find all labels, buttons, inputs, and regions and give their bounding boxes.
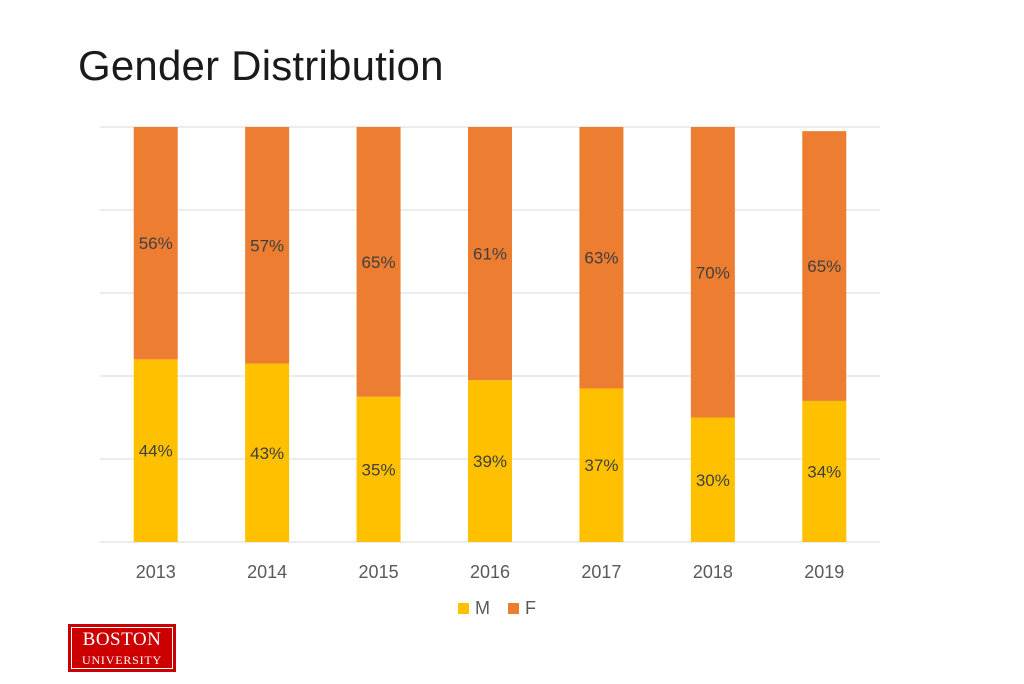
- x-tick-label: 2017: [581, 562, 621, 582]
- data-label: 63%: [584, 249, 618, 268]
- legend-label-m: M: [475, 598, 490, 618]
- x-axis-ticks: 2013 2014 2015 2016 2017 2018 2019: [136, 562, 845, 582]
- bars: [133, 127, 847, 542]
- bar-f-2018: [690, 127, 735, 418]
- bar-m-2019: [802, 400, 847, 542]
- data-label: 34%: [807, 462, 841, 481]
- bar-f-2019: [802, 131, 847, 401]
- bar-m-2015: [356, 396, 401, 542]
- logo-line-1: BOSTON: [82, 629, 162, 650]
- x-tick-label: 2014: [247, 562, 287, 582]
- data-label: 35%: [362, 460, 396, 479]
- x-tick-label: 2019: [804, 562, 844, 582]
- data-label: 61%: [473, 245, 507, 264]
- data-label: 39%: [473, 452, 507, 471]
- data-label: 43%: [250, 444, 284, 463]
- bar-f-2014: [245, 127, 290, 364]
- data-label: 57%: [250, 236, 284, 255]
- x-tick-label: 2018: [693, 562, 733, 582]
- legend-label-f: F: [525, 598, 536, 618]
- data-label: 44%: [139, 442, 173, 461]
- bar-m-2013: [133, 359, 178, 542]
- bar-f-2016: [468, 127, 512, 381]
- logo-line-2: UNIVERSITY: [82, 653, 162, 667]
- x-tick-label: 2016: [470, 562, 510, 582]
- data-label: 65%: [362, 253, 396, 272]
- data-label: 65%: [807, 257, 841, 276]
- bar-f-2015: [356, 127, 401, 397]
- bar-f-2013: [133, 127, 178, 360]
- x-tick-label: 2013: [136, 562, 176, 582]
- data-labels: 44% 56% 43% 57% 35% 65% 39% 61% 37% 63% 30% 70% 34% 6…: [139, 234, 842, 490]
- data-label: 70%: [696, 263, 730, 282]
- legend-swatch-m: [458, 603, 469, 614]
- bar-f-2017: [579, 127, 624, 389]
- page-title: Gender Distribution: [78, 42, 444, 89]
- data-label: 37%: [584, 456, 618, 475]
- bar-m-2018: [690, 417, 735, 542]
- data-label: 30%: [696, 471, 730, 490]
- boston-university-logo: BOSTON UNIVERSITY: [68, 624, 176, 672]
- x-tick-label: 2015: [359, 562, 399, 582]
- data-label: 56%: [139, 234, 173, 253]
- legend-swatch-f: [508, 603, 519, 614]
- bar-m-2014: [245, 363, 290, 542]
- bar-m-2016: [468, 380, 512, 542]
- bar-m-2017: [579, 388, 624, 542]
